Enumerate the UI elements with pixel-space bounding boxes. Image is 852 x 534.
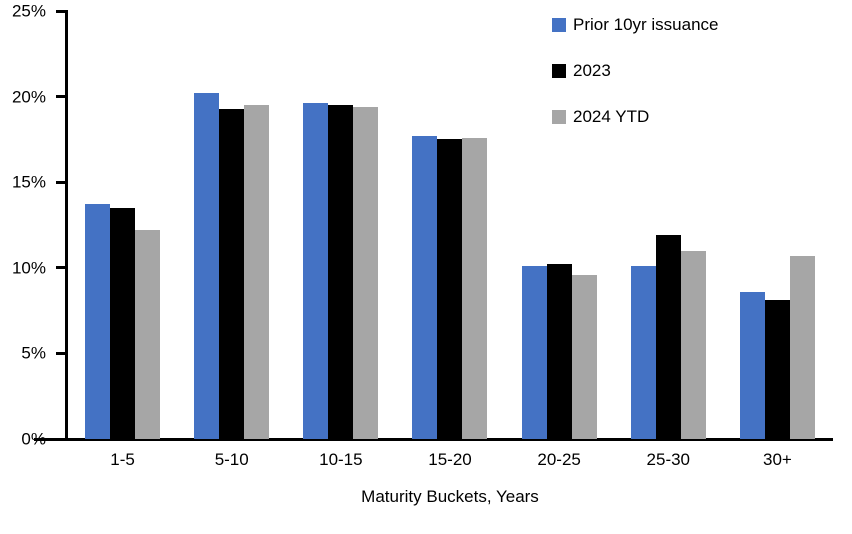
y-tick-label-15: 15% <box>11 172 46 192</box>
bar-2024-ytd-5-10 <box>244 105 270 439</box>
bar-group-15-20 <box>395 11 504 439</box>
y-tick-25 <box>56 9 65 13</box>
legend-marker-prior-10yr-issuance <box>552 18 566 32</box>
bar-group-5-10 <box>177 11 286 439</box>
y-tick-15 <box>56 180 65 184</box>
plot-area <box>68 11 832 439</box>
bar-2024-ytd-1-5 <box>135 230 161 439</box>
y-tick-10 <box>56 266 65 270</box>
x-label-20-25: 20-25 <box>537 450 581 469</box>
legend-marker-2023 <box>552 64 566 78</box>
legend-marker-2024-ytd <box>552 110 566 124</box>
y-tick-label-20: 20% <box>11 87 46 107</box>
bar-2024-ytd-30 <box>789 255 815 439</box>
bar-2023-1-5 <box>110 207 136 439</box>
x-axis-line <box>34 438 833 441</box>
bar-prior-10yr-issuance-1-5 <box>85 204 111 439</box>
y-axis-line <box>65 10 68 441</box>
bar-2024-ytd-15-20 <box>462 137 488 439</box>
bar-prior-10yr-issuance-10-15 <box>303 103 329 439</box>
y-tick-5 <box>56 351 65 355</box>
x-label-1-5: 1-5 <box>110 450 135 469</box>
legend-item-2024-ytd: 2024 YTD <box>552 107 719 127</box>
bar-2023-20-25 <box>546 264 572 439</box>
bar-prior-10yr-issuance-20-25 <box>521 266 547 439</box>
x-axis-title: Maturity Buckets, Years <box>361 487 539 506</box>
legend-label-2023: 2023 <box>573 61 611 80</box>
bar-2024-ytd-20-25 <box>571 274 597 439</box>
bar-group-30 <box>723 11 832 439</box>
x-label-25-30: 25-30 <box>646 450 691 469</box>
y-tick-label-5: 5% <box>21 343 46 363</box>
x-label-10-15: 10-15 <box>319 450 363 469</box>
y-tick-label-10: 10% <box>11 258 46 278</box>
bar-2023-30 <box>764 300 790 439</box>
bar-2024-ytd-25-30 <box>680 250 706 439</box>
bar-group-1-5 <box>68 11 177 439</box>
bar-prior-10yr-issuance-25-30 <box>630 266 656 439</box>
y-tick-label-0: 0% <box>21 429 46 449</box>
legend-item-2023: 2023 <box>552 61 719 81</box>
x-label-30: 30+ <box>762 450 792 469</box>
bar-2023-5-10 <box>219 108 245 439</box>
bar-2024-ytd-10-15 <box>353 106 379 439</box>
y-tick-0 <box>56 437 65 441</box>
y-tick-20 <box>56 95 65 99</box>
bar-2023-25-30 <box>655 235 681 439</box>
legend-label-2024-ytd: 2024 YTD <box>573 107 650 126</box>
x-axis-labels: 1-5 5-10 10-15 15-20 20-25 25-30 30+ <box>68 450 832 470</box>
x-label-15-20: 15-20 <box>428 450 472 469</box>
legend-label-prior-10yr-issuance: Prior 10yr issuance <box>573 15 719 34</box>
bar-2023-15-20 <box>437 139 463 439</box>
legend-item-prior-10yr-issuance: Prior 10yr issuance <box>552 15 719 35</box>
y-tick-label-25: 25% <box>11 1 46 21</box>
bar-group-25-30 <box>614 11 723 439</box>
legend: Prior 10yr issuance 2023 2024 YTD <box>552 15 719 127</box>
bar-2023-10-15 <box>328 105 354 439</box>
bar-prior-10yr-issuance-30 <box>739 291 765 439</box>
bar-group-20-25 <box>505 11 614 439</box>
bar-prior-10yr-issuance-5-10 <box>194 93 220 439</box>
bar-prior-10yr-issuance-15-20 <box>412 135 438 439</box>
bar-group-10-15 <box>286 11 395 439</box>
x-label-5-10: 5-10 <box>214 450 249 469</box>
